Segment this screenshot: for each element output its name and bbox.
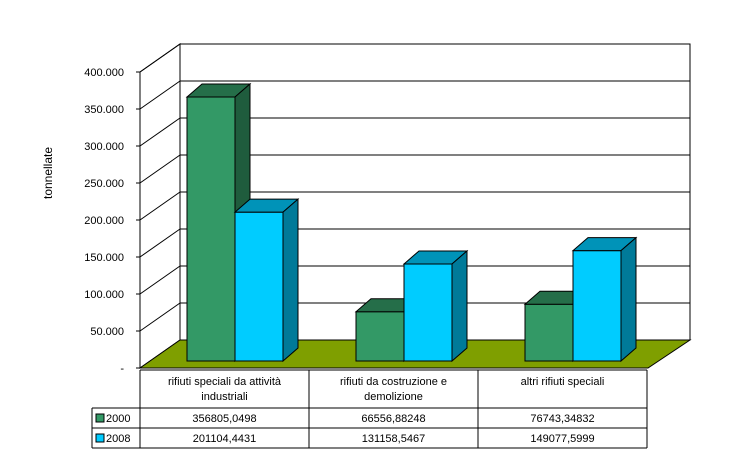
x-category-label: demolizione: [364, 391, 423, 403]
legend-label: 2000: [106, 413, 130, 425]
gridline: [139, 265, 181, 295]
y-axis-label: tonnellate: [41, 147, 55, 199]
y-tick-label: 300.000: [84, 141, 124, 153]
bar-front: [186, 96, 236, 362]
y-tick-label: 250.000: [84, 178, 124, 190]
data-table: rifiuti speciali da attività industriali r…: [91, 369, 648, 449]
gridline: [139, 80, 181, 110]
y-tick-label: 50.000: [90, 326, 124, 338]
data-value-label: 66556,88248: [361, 413, 425, 425]
data-value-label: 149077,5999: [530, 433, 594, 445]
bar-front: [403, 263, 453, 362]
gridline: [139, 43, 181, 73]
y-tick-label: 350.000: [84, 104, 124, 116]
y-tick-label: 100.000: [84, 289, 124, 301]
x-category-label: rifiuti da costruzione e: [340, 376, 447, 388]
data-value-label: 131158,5467: [362, 433, 425, 445]
bar-side: [451, 249, 468, 363]
y-axis: - 50.000 100.000 150.000 200.000 250.000 300.0…: [84, 67, 141, 375]
gridline: [139, 154, 181, 184]
x-category-label: altri rifiuti speciali: [521, 376, 605, 388]
y-tick-label: -: [120, 363, 124, 375]
bar-side: [282, 198, 299, 363]
bar: [402, 249, 469, 363]
legend-swatch: [95, 433, 105, 443]
x-category-label: industriali: [201, 391, 247, 403]
bar: [571, 236, 638, 363]
bar-front: [234, 211, 284, 362]
gridline: [139, 302, 181, 332]
bar-side: [620, 236, 637, 363]
plot-area: [138, 43, 692, 369]
legend-swatch: [95, 413, 105, 423]
gridline: [139, 117, 181, 147]
gridline: [139, 228, 181, 258]
bar: [185, 82, 252, 363]
y-tick-label: 200.000: [84, 215, 124, 227]
y-tick-label: 400.000: [84, 67, 124, 79]
data-value-label: 76743,34832: [530, 413, 594, 425]
legend-label: 2008: [106, 433, 130, 445]
bar-front: [355, 311, 405, 362]
x-category-label: rifiuti speciali da attività: [168, 376, 282, 388]
bar: [233, 198, 300, 363]
bar-front: [524, 303, 574, 362]
data-value-label: 201104,4431: [193, 433, 256, 445]
y-tick-label: 150.000: [84, 252, 124, 264]
gridline: [139, 191, 181, 221]
bar-front: [572, 250, 622, 362]
data-value-label: 356805,0498: [192, 413, 256, 425]
